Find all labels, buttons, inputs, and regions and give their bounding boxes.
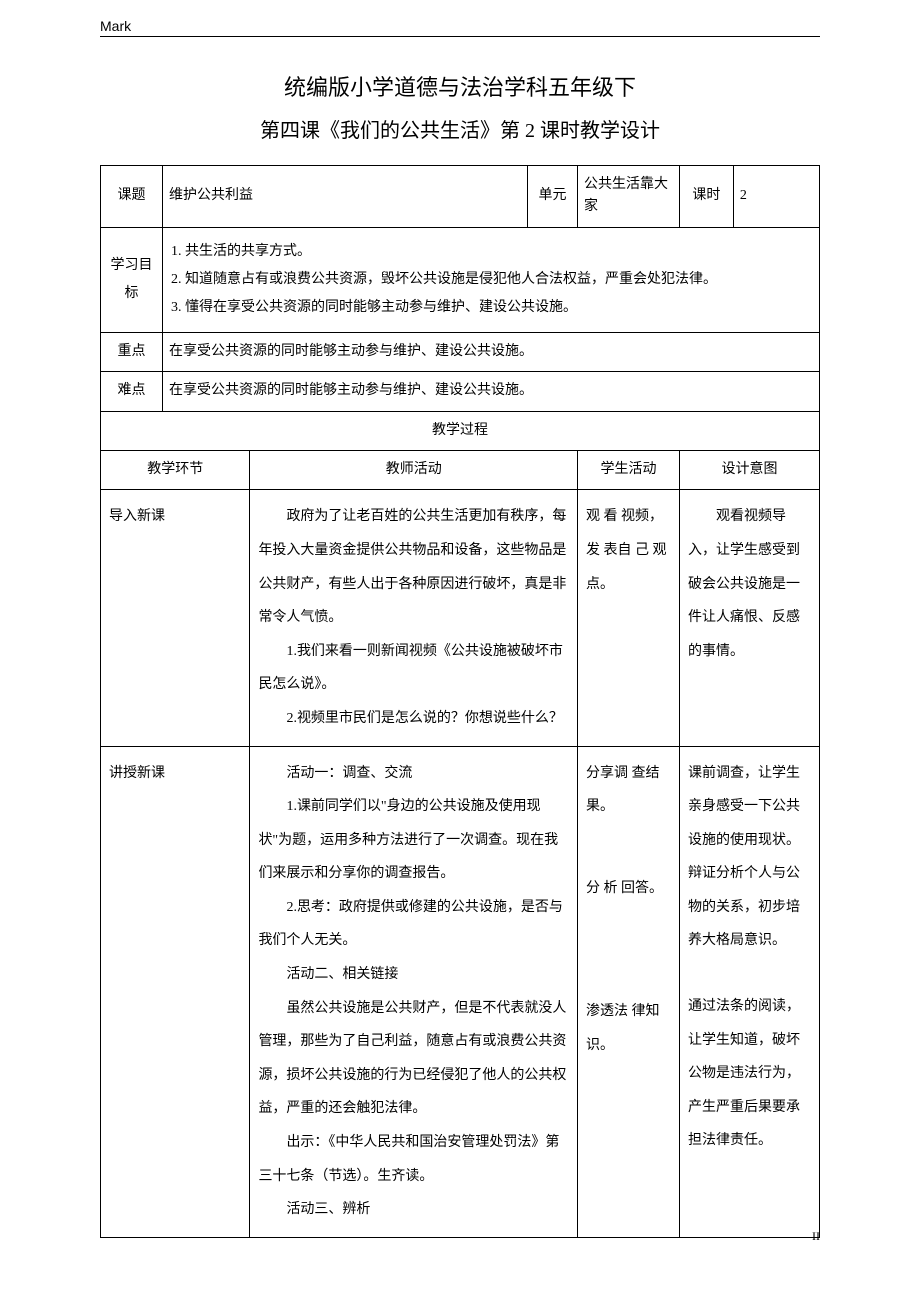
col-stage: 教学环节 xyxy=(101,450,250,489)
intro-teacher-p2: 1.我们来看一则新闻视频《公共设施被破坏市民怎么说》。 xyxy=(258,635,569,702)
col-student: 学生活动 xyxy=(577,450,679,489)
table-row: 难点 在享受公共资源的同时能够主动参与维护、建设公共设施。 xyxy=(101,372,820,411)
table-row: 重点 在享受公共资源的同时能够主动参与维护、建设公共设施。 xyxy=(101,332,820,371)
teach-intent-p3: 通过法条的阅读，让学生知道，破坏公物是违法行为，产生严重后果要承担法律责任。 xyxy=(688,990,811,1158)
table-row: 讲授新课 活动一：调查、交流 1.课前同学们以"身边的公共设施及使用现状"为题，… xyxy=(101,746,820,1237)
goal-line-1: 1. 共生活的共享方式。 xyxy=(171,238,811,266)
teach-p1: 活动一：调查、交流 xyxy=(258,757,569,791)
teach-p4: 活动二、相关链接 xyxy=(258,958,569,992)
teach-p7: 活动三、辨析 xyxy=(258,1193,569,1227)
col-teacher: 教师活动 xyxy=(250,450,578,489)
table-row: 课题 维护公共利益 单元 公共生活靠大家 课时 2 xyxy=(101,166,820,228)
table-row: 教学过程 xyxy=(101,411,820,450)
page-content: 统编版小学道德与法治学科五年级下 第四课《我们的公共生活》第 2 课时教学设计 … xyxy=(100,70,820,1238)
mark-text: Mark xyxy=(100,18,131,34)
label-focus: 重点 xyxy=(101,332,163,371)
table-row: 教学环节 教师活动 学生活动 设计意图 xyxy=(101,450,820,489)
unit-value: 公共生活靠大家 xyxy=(577,166,679,228)
teach-p2: 1.课前同学们以"身边的公共设施及使用现状"为题，运用多种方法进行了一次调查。现… xyxy=(258,790,569,891)
intro-intent: 观看视频导入，让学生感受到破会公共设施是一件让人痛恨、反感的事情。 xyxy=(680,490,820,746)
period-value: 2 xyxy=(733,166,819,228)
teach-student-p1: 分享调 查结果。 xyxy=(586,757,671,824)
col-intent: 设计意图 xyxy=(680,450,820,489)
page-subtitle: 第四课《我们的公共生活》第 2 课时教学设计 xyxy=(100,114,820,143)
page-title: 统编版小学道德与法治学科五年级下 xyxy=(100,70,820,102)
focus-value: 在享受公共资源的同时能够主动参与维护、建设公共设施。 xyxy=(163,332,820,371)
difficulty-value: 在享受公共资源的同时能够主动参与维护、建设公共设施。 xyxy=(163,372,820,411)
intro-intent-text: 观看视频导入，让学生感受到破会公共设施是一件让人痛恨、反感的事情。 xyxy=(688,500,811,668)
table-row: 导入新课 政府为了让老百姓的公共生活更加有秩序，每年投入大量资金提供公共物品和设… xyxy=(101,490,820,746)
process-header: 教学过程 xyxy=(101,411,820,450)
page-footer: II xyxy=(812,1229,820,1244)
goal-line-3: 3. 懂得在享受公共资源的同时能够主动参与维护、建设公共设施。 xyxy=(171,294,811,322)
teach-student: 分享调 查结果。 分 析 回答。 渗透法 律知识。 xyxy=(577,746,679,1237)
lesson-table: 课题 维护公共利益 单元 公共生活靠大家 课时 2 学习目标 1. 共生活的共享… xyxy=(100,165,820,1238)
teach-p5: 虽然公共设施是公共财产，但是不代表就没人管理，那些为了自己利益，随意占有或浪费公… xyxy=(258,992,569,1126)
teach-student-p3: 渗透法 律知识。 xyxy=(586,995,671,1062)
intro-label: 导入新课 xyxy=(101,490,250,746)
goals-label-text: 学习目标 xyxy=(107,252,156,308)
label-unit: 单元 xyxy=(527,166,577,228)
teach-p3: 2.思考：政府提供或修建的公共设施，是否与我们个人无关。 xyxy=(258,891,569,958)
intro-teacher-p3: 2.视频里市民们是怎么说的？你想说些什么？ xyxy=(258,702,569,736)
table-row: 学习目标 1. 共生活的共享方式。 2. 知道随意占有或浪费公共资源，毁坏公共设… xyxy=(101,227,820,332)
label-period: 课时 xyxy=(680,166,734,228)
intro-student-text: 观 看 视频，发 表自 己 观点。 xyxy=(586,500,671,601)
teach-p6: 出示：《中华人民共和国治安管理处罚法》第三十七条（节选）。生齐读。 xyxy=(258,1126,569,1193)
topic-value: 维护公共利益 xyxy=(163,166,528,228)
goals-cell: 1. 共生活的共享方式。 2. 知道随意占有或浪费公共资源，毁坏公共设施是侵犯他… xyxy=(163,227,820,332)
teach-student-p2: 分 析 回答。 xyxy=(586,872,671,906)
intro-teacher-p1: 政府为了让老百姓的公共生活更加有秩序，每年投入大量资金提供公共物品和设备，这些物… xyxy=(258,500,569,634)
goal-line-2: 2. 知道随意占有或浪费公共资源，毁坏公共设施是侵犯他人合法权益，严重会处犯法律… xyxy=(171,266,811,294)
teach-label: 讲授新课 xyxy=(101,746,250,1237)
label-goals: 学习目标 xyxy=(101,227,163,332)
teach-intent-p2: 辩证分析个人与公物的关系，初步培养大格局意识。 xyxy=(688,857,811,958)
label-difficulty: 难点 xyxy=(101,372,163,411)
label-topic: 课题 xyxy=(101,166,163,228)
intro-teacher: 政府为了让老百姓的公共生活更加有秩序，每年投入大量资金提供公共物品和设备，这些物… xyxy=(250,490,578,746)
intro-student: 观 看 视频，发 表自 己 观点。 xyxy=(577,490,679,746)
teach-intent-p1: 课前调查，让学生亲身感受一下公共设施的使用现状。 xyxy=(688,757,811,858)
teach-teacher: 活动一：调查、交流 1.课前同学们以"身边的公共设施及使用现状"为题，运用多种方… xyxy=(250,746,578,1237)
teach-intent: 课前调查，让学生亲身感受一下公共设施的使用现状。 辩证分析个人与公物的关系，初步… xyxy=(680,746,820,1237)
header-mark: Mark xyxy=(100,18,820,37)
